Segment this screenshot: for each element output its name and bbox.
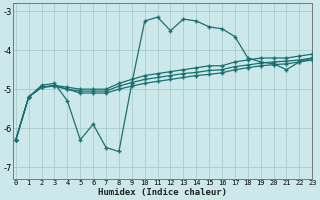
X-axis label: Humidex (Indice chaleur): Humidex (Indice chaleur) <box>98 188 227 197</box>
